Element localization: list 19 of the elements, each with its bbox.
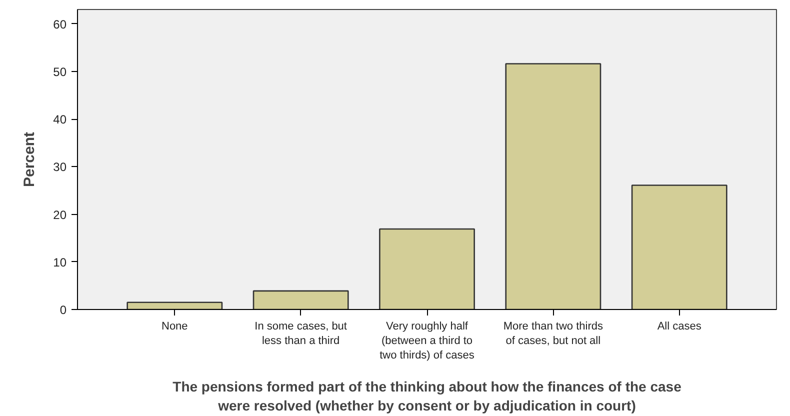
x-axis-title: The pensions formed part of the thinking about how the finances of the case were resolved (whether by consent or by adjudication in court) xyxy=(172,378,682,414)
y-tick-label: 10 xyxy=(53,255,67,270)
bar xyxy=(505,63,602,310)
x-tick-label: Very roughly half (between a third to two thirds) of cases xyxy=(380,320,475,362)
y-tick-label: 40 xyxy=(53,112,67,127)
bar xyxy=(252,290,349,310)
x-tick-label: All cases xyxy=(657,320,702,332)
y-tick-label: 20 xyxy=(53,208,67,222)
y-tick-label: 30 xyxy=(53,160,67,174)
bar xyxy=(379,228,475,310)
x-tick-label: In some cases, but less than a third xyxy=(254,320,347,347)
bar xyxy=(126,302,223,310)
x-tick-label: None xyxy=(162,320,188,332)
y-axis-title: Percent xyxy=(21,132,38,188)
x-tick-label: More than two thirds of cases, but not all xyxy=(503,320,604,347)
bar xyxy=(631,184,728,310)
y-tick-label: 0 xyxy=(60,303,67,317)
y-tick-label: 50 xyxy=(53,64,67,79)
y-tick-label: 60 xyxy=(53,17,67,32)
